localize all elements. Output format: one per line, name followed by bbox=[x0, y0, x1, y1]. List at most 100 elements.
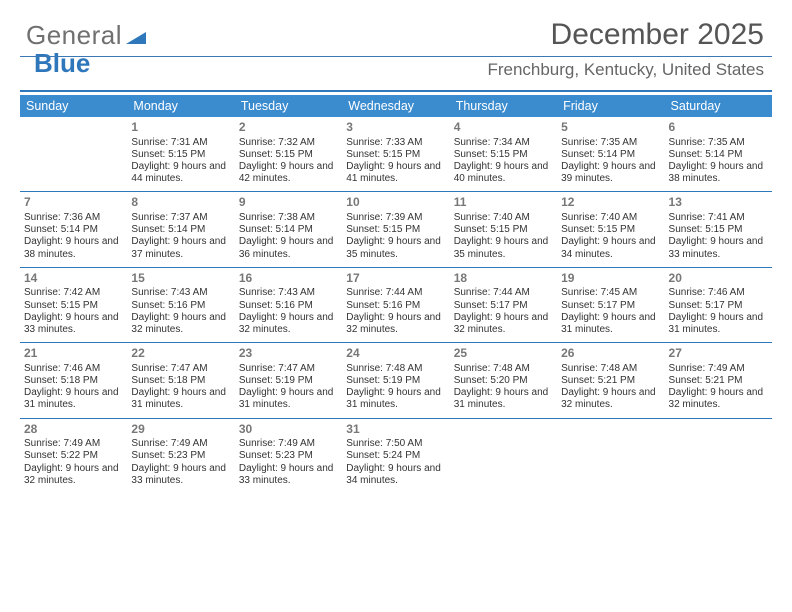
day-number: 26 bbox=[561, 346, 660, 361]
sunrise-line: Sunrise: 7:39 AM bbox=[346, 212, 445, 224]
day-number: 13 bbox=[669, 195, 768, 210]
sunrise-line: Sunrise: 7:48 AM bbox=[454, 363, 553, 375]
sunrise-line: Sunrise: 7:43 AM bbox=[131, 287, 230, 299]
daylight-line: Daylight: 9 hours and 31 minutes. bbox=[131, 387, 230, 411]
sunrise-line: Sunrise: 7:44 AM bbox=[454, 287, 553, 299]
sunset-line: Sunset: 5:15 PM bbox=[131, 149, 230, 161]
sunset-line: Sunset: 5:20 PM bbox=[454, 375, 553, 387]
brand-logo: General Blue bbox=[26, 20, 146, 51]
day-number: 10 bbox=[346, 195, 445, 210]
sunrise-line: Sunrise: 7:49 AM bbox=[239, 438, 338, 450]
calendar-cell bbox=[450, 418, 557, 493]
day-number: 18 bbox=[454, 271, 553, 286]
sunset-line: Sunset: 5:15 PM bbox=[454, 224, 553, 236]
dow-friday: Friday bbox=[557, 95, 664, 117]
calendar-cell: 14Sunrise: 7:42 AMSunset: 5:15 PMDayligh… bbox=[20, 267, 127, 342]
sunset-line: Sunset: 5:15 PM bbox=[346, 149, 445, 161]
location-subtitle: Frenchburg, Kentucky, United States bbox=[487, 60, 764, 80]
sunrise-line: Sunrise: 7:46 AM bbox=[24, 363, 123, 375]
calendar-week-row: 1Sunrise: 7:31 AMSunset: 5:15 PMDaylight… bbox=[20, 117, 772, 192]
day-number: 9 bbox=[239, 195, 338, 210]
day-number: 2 bbox=[239, 120, 338, 135]
calendar-cell: 20Sunrise: 7:46 AMSunset: 5:17 PMDayligh… bbox=[665, 267, 772, 342]
sunset-line: Sunset: 5:14 PM bbox=[669, 149, 768, 161]
calendar-cell: 7Sunrise: 7:36 AMSunset: 5:14 PMDaylight… bbox=[20, 192, 127, 267]
day-number: 1 bbox=[131, 120, 230, 135]
calendar-cell: 17Sunrise: 7:44 AMSunset: 5:16 PMDayligh… bbox=[342, 267, 449, 342]
calendar-cell: 25Sunrise: 7:48 AMSunset: 5:20 PMDayligh… bbox=[450, 343, 557, 418]
dow-saturday: Saturday bbox=[665, 95, 772, 117]
calendar-cell: 24Sunrise: 7:48 AMSunset: 5:19 PMDayligh… bbox=[342, 343, 449, 418]
calendar-cell: 4 Sunrise: 7:34 AMSunset: 5:15 PMDaylight… bbox=[450, 117, 557, 192]
brand-word-1: General bbox=[26, 20, 122, 51]
day-number: 15 bbox=[131, 271, 230, 286]
sunset-line: Sunset: 5:15 PM bbox=[561, 224, 660, 236]
calendar-week-row: 28Sunrise: 7:49 AMSunset: 5:22 PMDayligh… bbox=[20, 418, 772, 493]
day-number: 25 bbox=[454, 346, 553, 361]
sunset-line: Sunset: 5:21 PM bbox=[669, 375, 768, 387]
daylight-line: Daylight: 9 hours and 33 minutes. bbox=[669, 236, 768, 260]
sunset-line: Sunset: 5:14 PM bbox=[239, 224, 338, 236]
subtitle-rule bbox=[20, 90, 772, 92]
sunrise-line: Sunrise: 7:48 AM bbox=[561, 363, 660, 375]
daylight-line: Daylight: 9 hours and 33 minutes. bbox=[239, 463, 338, 487]
calendar-cell: 10 Sunrise: 7:39 AMSunset: 5:15 PMDayligh… bbox=[342, 192, 449, 267]
calendar-week-row: 21Sunrise: 7:46 AMSunset: 5:18 PMDayligh… bbox=[20, 343, 772, 418]
day-number: 23 bbox=[239, 346, 338, 361]
calendar-cell: 19Sunrise: 7:45 AMSunset: 5:17 PMDayligh… bbox=[557, 267, 664, 342]
daylight-line: Daylight: 9 hours and 31 minutes. bbox=[24, 387, 123, 411]
sunset-line: Sunset: 5:23 PM bbox=[131, 450, 230, 462]
daylight-line: Daylight: 9 hours and 32 minutes. bbox=[669, 387, 768, 411]
sunset-line: Sunset: 5:21 PM bbox=[561, 375, 660, 387]
day-number: 30 bbox=[239, 422, 338, 437]
daylight-line: Daylight: 9 hours and 38 minutes. bbox=[669, 161, 768, 185]
sunrise-line: Sunrise: 7:49 AM bbox=[131, 438, 230, 450]
sunrise-line: Sunrise: 7:31 AM bbox=[131, 137, 230, 149]
calendar-cell: 9Sunrise: 7:38 AMSunset: 5:14 PMDaylight… bbox=[235, 192, 342, 267]
daylight-line: Daylight: 9 hours and 33 minutes. bbox=[131, 463, 230, 487]
sunset-line: Sunset: 5:15 PM bbox=[346, 224, 445, 236]
sunrise-line: Sunrise: 7:46 AM bbox=[669, 287, 768, 299]
daylight-line: Daylight: 9 hours and 40 minutes. bbox=[454, 161, 553, 185]
day-header-row: Sunday Monday Tuesday Wednesday Thursday… bbox=[20, 95, 772, 117]
sunrise-line: Sunrise: 7:35 AM bbox=[669, 137, 768, 149]
daylight-line: Daylight: 9 hours and 37 minutes. bbox=[131, 236, 230, 260]
calendar-table: Sunday Monday Tuesday Wednesday Thursday… bbox=[20, 95, 772, 493]
sunrise-line: Sunrise: 7:45 AM bbox=[561, 287, 660, 299]
sunset-line: Sunset: 5:19 PM bbox=[239, 375, 338, 387]
sunrise-line: Sunrise: 7:35 AM bbox=[561, 137, 660, 149]
sunset-line: Sunset: 5:17 PM bbox=[454, 300, 553, 312]
sunset-line: Sunset: 5:14 PM bbox=[561, 149, 660, 161]
day-number: 21 bbox=[24, 346, 123, 361]
calendar-cell: 15Sunrise: 7:43 AMSunset: 5:16 PMDayligh… bbox=[127, 267, 234, 342]
calendar-cell: 30Sunrise: 7:49 AMSunset: 5:23 PMDayligh… bbox=[235, 418, 342, 493]
header-rule bbox=[20, 56, 772, 57]
calendar-cell: 21Sunrise: 7:46 AMSunset: 5:18 PMDayligh… bbox=[20, 343, 127, 418]
calendar-week-row: 14Sunrise: 7:42 AMSunset: 5:15 PMDayligh… bbox=[20, 267, 772, 342]
sunset-line: Sunset: 5:16 PM bbox=[239, 300, 338, 312]
sunrise-line: Sunrise: 7:44 AM bbox=[346, 287, 445, 299]
sunset-line: Sunset: 5:15 PM bbox=[454, 149, 553, 161]
daylight-line: Daylight: 9 hours and 33 minutes. bbox=[24, 312, 123, 336]
calendar-cell: 12Sunrise: 7:40 AMSunset: 5:15 PMDayligh… bbox=[557, 192, 664, 267]
dow-thursday: Thursday bbox=[450, 95, 557, 117]
sunrise-line: Sunrise: 7:47 AM bbox=[239, 363, 338, 375]
sunset-line: Sunset: 5:24 PM bbox=[346, 450, 445, 462]
daylight-line: Daylight: 9 hours and 35 minutes. bbox=[346, 236, 445, 260]
day-number: 4 bbox=[454, 120, 553, 135]
daylight-line: Daylight: 9 hours and 34 minutes. bbox=[346, 463, 445, 487]
dow-tuesday: Tuesday bbox=[235, 95, 342, 117]
calendar-cell bbox=[557, 418, 664, 493]
calendar-cell: 18Sunrise: 7:44 AMSunset: 5:17 PMDayligh… bbox=[450, 267, 557, 342]
sunrise-line: Sunrise: 7:43 AM bbox=[239, 287, 338, 299]
daylight-line: Daylight: 9 hours and 32 minutes. bbox=[454, 312, 553, 336]
dow-wednesday: Wednesday bbox=[342, 95, 449, 117]
sunrise-line: Sunrise: 7:34 AM bbox=[454, 137, 553, 149]
calendar-cell: 11Sunrise: 7:40 AMSunset: 5:15 PMDayligh… bbox=[450, 192, 557, 267]
calendar-cell bbox=[20, 117, 127, 192]
sunrise-line: Sunrise: 7:48 AM bbox=[346, 363, 445, 375]
daylight-line: Daylight: 9 hours and 32 minutes. bbox=[131, 312, 230, 336]
calendar-cell: 13Sunrise: 7:41 AMSunset: 5:15 PMDayligh… bbox=[665, 192, 772, 267]
day-number: 20 bbox=[669, 271, 768, 286]
sunset-line: Sunset: 5:19 PM bbox=[346, 375, 445, 387]
